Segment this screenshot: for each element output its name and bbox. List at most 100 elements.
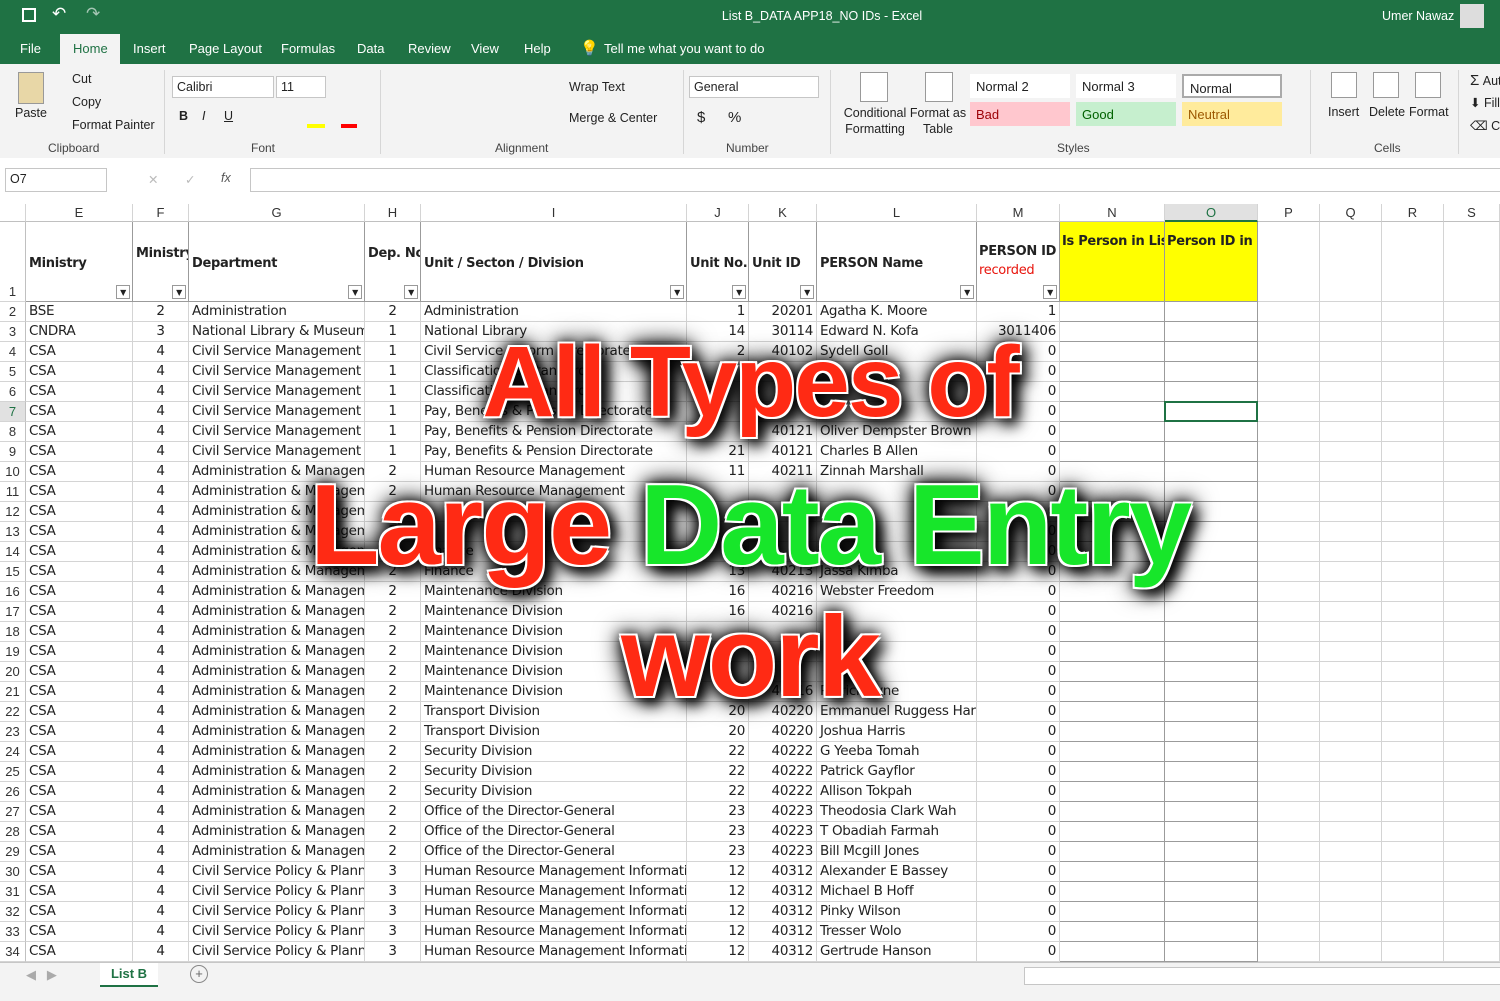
cell[interactable]: Administration & Management	[189, 462, 365, 482]
cell[interactable]: Pinky Wilson	[817, 902, 977, 922]
cell[interactable]: 40220	[749, 722, 817, 742]
empty-cell[interactable]	[1382, 882, 1444, 902]
cell[interactable]: Edward N. Kofa	[817, 322, 977, 342]
cell[interactable]: Joshua Harris	[817, 722, 977, 742]
cell[interactable]: 2	[133, 302, 189, 322]
empty-cell[interactable]	[1258, 562, 1320, 582]
empty-cell[interactable]	[1382, 362, 1444, 382]
empty-cell[interactable]	[1382, 422, 1444, 442]
row-number[interactable]: 15	[0, 562, 26, 582]
empty-cell[interactable]	[1258, 842, 1320, 862]
empty-cell[interactable]	[1382, 842, 1444, 862]
empty-cell[interactable]	[1258, 802, 1320, 822]
empty-cell[interactable]	[1060, 462, 1165, 482]
empty-cell[interactable]	[1258, 702, 1320, 722]
cell[interactable]	[421, 522, 687, 542]
cell[interactable]: CNDRA	[26, 322, 133, 342]
empty-cell[interactable]	[1165, 322, 1258, 342]
row-number[interactable]: 14	[0, 542, 26, 562]
cell[interactable]: Jassa Kimba	[817, 562, 977, 582]
empty-cell[interactable]	[1258, 742, 1320, 762]
cell[interactable]: 23	[687, 842, 749, 862]
empty-cell[interactable]	[1165, 822, 1258, 842]
cell[interactable]: Administration & Management	[189, 702, 365, 722]
cell[interactable]: 0	[977, 642, 1060, 662]
cell[interactable]: Administration & Management	[189, 842, 365, 862]
cell[interactable]	[817, 642, 977, 662]
empty-cell[interactable]	[1382, 942, 1444, 962]
cell[interactable]: Civil Service Management	[189, 422, 365, 442]
cell[interactable]: 2	[365, 542, 421, 562]
cell[interactable]	[749, 662, 817, 682]
cell[interactable]: Civil Service Policy & Planning	[189, 882, 365, 902]
cell[interactable]: 23	[687, 802, 749, 822]
cell[interactable]: Civil Service Management	[189, 402, 365, 422]
cell[interactable]: Classification & Standards	[421, 382, 687, 402]
cell[interactable]: CSA	[26, 382, 133, 402]
empty-cell[interactable]	[1165, 682, 1258, 702]
cell[interactable]	[749, 382, 817, 402]
empty-cell[interactable]	[1165, 502, 1258, 522]
cell[interactable]: 4	[133, 882, 189, 902]
empty-cell[interactable]	[1320, 742, 1382, 762]
cell[interactable]: 40213	[749, 562, 817, 582]
cell[interactable]: Maintenance Division	[421, 682, 687, 702]
empty-cell[interactable]	[1320, 582, 1382, 602]
cell[interactable]: 12	[687, 942, 749, 962]
cell[interactable]: Human Resource Management	[421, 462, 687, 482]
cell[interactable]: 16	[687, 602, 749, 622]
empty-cell[interactable]	[1320, 822, 1382, 842]
empty-cell[interactable]	[1258, 482, 1320, 502]
add-sheet[interactable]: +	[190, 965, 208, 983]
cell[interactable]: 2	[365, 582, 421, 602]
h-scrollbar[interactable]	[1024, 967, 1500, 985]
cell[interactable]: 3	[365, 942, 421, 962]
ribbon-tab[interactable]: File	[20, 41, 41, 56]
cell[interactable]: Civil Service Reform Directorate	[421, 342, 687, 362]
empty-cell[interactable]	[1382, 742, 1444, 762]
empty-cell[interactable]	[1382, 702, 1444, 722]
cell-style[interactable]: Neutral	[1182, 102, 1282, 126]
row-number[interactable]: 2	[0, 302, 26, 322]
cell[interactable]: 40220	[749, 702, 817, 722]
empty-cell[interactable]	[1060, 922, 1165, 942]
cell[interactable]: CSA	[26, 682, 133, 702]
empty-cell[interactable]	[1060, 522, 1165, 542]
cell[interactable]	[817, 382, 977, 402]
cell[interactable]: 12	[687, 922, 749, 942]
cell[interactable]: CSA	[26, 522, 133, 542]
cell[interactable]: Administration & Management	[189, 742, 365, 762]
cell[interactable]: CSA	[26, 422, 133, 442]
cell[interactable]: 4	[133, 422, 189, 442]
empty-cell[interactable]	[1258, 902, 1320, 922]
ribbon-tab[interactable]: Home	[73, 41, 108, 56]
cell[interactable]: 2	[365, 742, 421, 762]
cell[interactable]: 4	[133, 382, 189, 402]
conditional-icon[interactable]	[860, 72, 888, 102]
cell[interactable]: 2	[365, 662, 421, 682]
cell[interactable]: Civil Service Management	[189, 342, 365, 362]
cell[interactable]: 1	[365, 402, 421, 422]
empty-cell[interactable]	[1165, 662, 1258, 682]
cell[interactable]	[749, 522, 817, 542]
font-color[interactable]	[341, 124, 357, 128]
column-header[interactable]: R	[1382, 204, 1444, 222]
cell[interactable]: Transport Division	[421, 722, 687, 742]
cell[interactable]: 1	[365, 422, 421, 442]
column-header[interactable]: M	[977, 204, 1060, 222]
empty-cell[interactable]	[1382, 322, 1444, 342]
empty-cell[interactable]	[1382, 642, 1444, 662]
cell[interactable]: 12	[687, 862, 749, 882]
cell[interactable]	[817, 362, 977, 382]
fill-color[interactable]	[307, 124, 325, 128]
column-header[interactable]: J	[687, 204, 749, 222]
column-header[interactable]: O	[1165, 204, 1258, 222]
empty-cell[interactable]	[1258, 942, 1320, 962]
cell[interactable]: Agatha K. Moore	[817, 302, 977, 322]
cell[interactable]: Security Division	[421, 742, 687, 762]
empty-cell[interactable]	[1320, 422, 1382, 442]
empty-cell[interactable]	[1060, 802, 1165, 822]
cell[interactable]: Administration & Management	[189, 802, 365, 822]
empty-cell[interactable]	[1258, 542, 1320, 562]
empty-cell[interactable]	[1165, 582, 1258, 602]
